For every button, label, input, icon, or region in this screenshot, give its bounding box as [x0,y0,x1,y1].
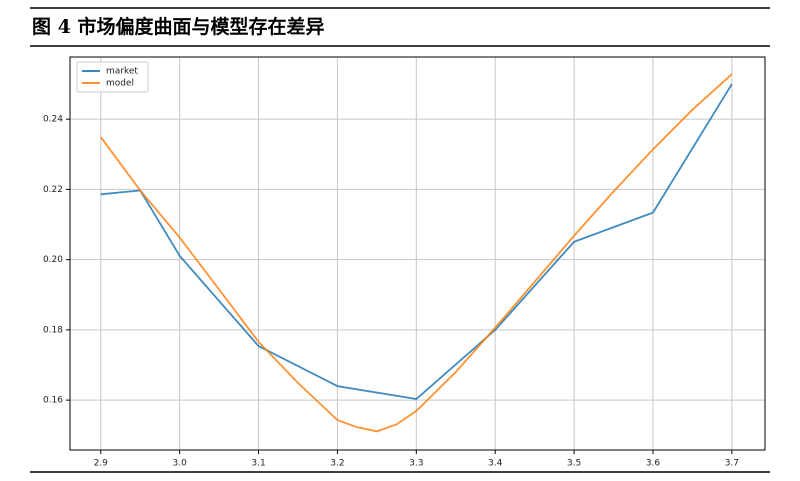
y-tick-label: 0.22 [43,185,63,195]
x-tick-label: 3.5 [567,459,581,469]
legend-label: model [106,79,134,89]
series-line [100,73,733,433]
y-tick-label: 0.20 [43,255,63,265]
legend-label: market [106,67,138,77]
x-tick-label: 3.1 [251,459,265,469]
x-tick-label: 3.4 [488,459,503,469]
x-tick-label: 3.6 [646,459,661,469]
legend-box [76,61,149,93]
y-tick-label: 0.16 [43,396,63,406]
y-tick-label: 0.24 [43,115,63,125]
x-tick-label: 3.2 [330,459,344,469]
y-tick-label: 0.18 [43,325,63,335]
plot-frame [69,56,766,451]
series-line [100,83,733,401]
chart-title: 图 4 市场偏度曲面与模型存在差异 [32,15,324,38]
x-tick-label: 3.0 [172,459,187,469]
x-tick-label: 3.3 [409,459,423,469]
x-tick-label: 3.7 [725,459,739,469]
x-tick-label: 2.9 [94,459,109,469]
